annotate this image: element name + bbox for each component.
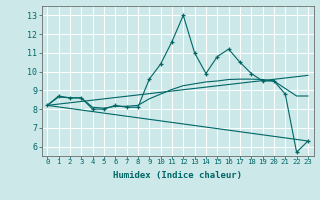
X-axis label: Humidex (Indice chaleur): Humidex (Indice chaleur) [113, 171, 242, 180]
